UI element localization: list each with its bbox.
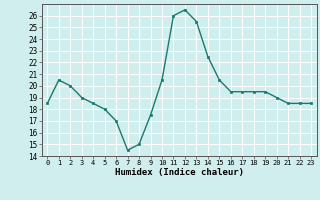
X-axis label: Humidex (Indice chaleur): Humidex (Indice chaleur) — [115, 168, 244, 177]
